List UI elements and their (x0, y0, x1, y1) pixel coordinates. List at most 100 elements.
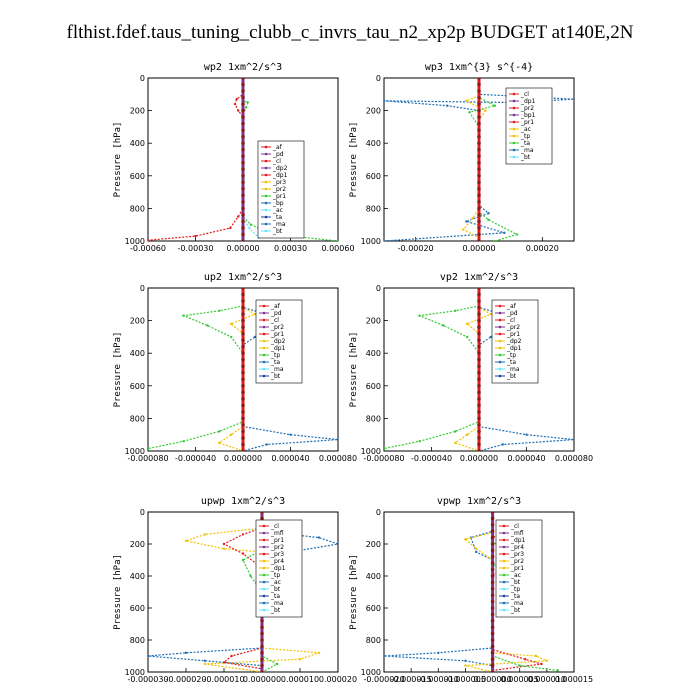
series-marker (241, 357, 245, 362)
series-marker (477, 449, 481, 451)
series-marker (241, 128, 245, 132)
series-marker (490, 535, 495, 540)
legend-marker (498, 318, 502, 322)
legend-entry: _ta (272, 214, 282, 221)
legend-marker (498, 332, 502, 336)
legend-entry: _af (506, 303, 517, 310)
series-marker (477, 115, 481, 119)
series-marker (540, 662, 543, 666)
y-tick-label: 1000 (125, 447, 145, 456)
series-line-blue (384, 512, 494, 667)
legend-marker (512, 92, 516, 96)
series-marker (249, 574, 252, 578)
y-tick-label: 800 (366, 414, 381, 423)
series-marker (241, 423, 245, 427)
legend-marker (502, 531, 506, 535)
legend-entry: _ma (520, 147, 534, 154)
y-tick-label: 200 (366, 540, 381, 549)
legend-marker (264, 159, 268, 163)
legend-marker (498, 339, 502, 343)
series-marker (241, 299, 245, 303)
y-tick-label: 600 (366, 604, 381, 613)
legend-entry: _pr4 (510, 544, 524, 551)
legend-marker (512, 120, 516, 124)
legend-entry: _ta (510, 593, 520, 600)
series-marker (477, 344, 481, 349)
x-tick-label: -0.000010 (203, 675, 244, 684)
legend-entry: _cl (270, 317, 279, 324)
series-marker (241, 200, 245, 204)
chart-panel-1: wp2 1xm^2/s^3 Pressure [hPa] 0 200 400 600 800… (113, 62, 355, 253)
series-marker (203, 533, 207, 536)
series-marker (490, 670, 495, 672)
series-marker (477, 429, 481, 434)
chart-panel-3: up2 1xm^2/s^3 Pressure [hPa] 0 200 400 600 800… (113, 272, 357, 463)
series-marker (518, 664, 521, 667)
legend-entry: _pr2 (520, 105, 534, 112)
series-marker (184, 651, 188, 654)
legend-entry: _ac (270, 579, 281, 586)
series-marker (454, 430, 457, 433)
y-tick-label: 200 (130, 540, 145, 549)
series-marker (241, 134, 245, 139)
series-marker (490, 599, 495, 604)
series-marker (241, 325, 245, 329)
series-marker (260, 644, 264, 649)
series-marker (222, 542, 226, 546)
legend-marker (498, 325, 502, 329)
series-marker (477, 410, 481, 414)
figure-title: flthist.fdef.taus_tuning_clubb_c_invrs_t… (66, 22, 634, 43)
series-marker (289, 433, 292, 436)
series-marker (184, 539, 188, 542)
series-marker (487, 218, 490, 222)
legend-entry: _af (272, 144, 283, 151)
legend-entry: _pr2 (510, 558, 524, 565)
series-marker (241, 318, 245, 323)
series-marker (276, 662, 279, 666)
y-tick-label: 800 (130, 414, 145, 423)
legend-entry: _dp1 (510, 537, 526, 544)
series-group (384, 288, 574, 451)
legend-marker (264, 187, 268, 191)
series-marker (477, 232, 481, 237)
legend-marker (264, 166, 268, 170)
series-marker (384, 447, 386, 450)
y-tick-label: 400 (130, 572, 145, 581)
series-marker (241, 121, 245, 126)
legend-entry: _pr1 (506, 331, 520, 338)
y-tick-label: 600 (366, 382, 381, 391)
legend-entry: _cl (520, 91, 529, 98)
y-tick-label: 1000 (361, 668, 381, 677)
x-tick-label: -0.000080 (127, 454, 168, 463)
series-marker (241, 147, 245, 152)
series-marker (241, 533, 245, 536)
legend-entry: _ma (270, 366, 284, 373)
series-marker (477, 397, 481, 401)
legend-entry: _pr3 (270, 551, 284, 558)
y-tick-label: 1000 (361, 447, 381, 456)
series-marker (465, 335, 469, 339)
series-marker (490, 555, 495, 559)
series-marker (241, 331, 245, 336)
legend-entry: _ta (506, 359, 516, 366)
series-marker (471, 216, 474, 220)
y-tick-label: 400 (366, 139, 381, 148)
series-marker (244, 106, 248, 109)
series-marker (241, 429, 245, 434)
x-tick-label: -0.000005 (445, 675, 486, 684)
x-tick-label: 0.00060 (321, 244, 354, 253)
series-marker (490, 516, 495, 521)
series-marker (465, 99, 468, 103)
series-marker (490, 542, 495, 546)
series-marker (454, 309, 457, 313)
series-marker (241, 449, 245, 451)
y-axis-label: Pressure [hPa] (349, 554, 359, 630)
series-marker (477, 167, 481, 172)
series-marker (454, 441, 457, 445)
series-marker (317, 536, 321, 539)
series-marker (260, 512, 264, 514)
series-marker (241, 384, 245, 388)
legend-marker (262, 608, 266, 612)
y-tick-label: 200 (366, 317, 381, 326)
legend-marker (498, 304, 502, 308)
